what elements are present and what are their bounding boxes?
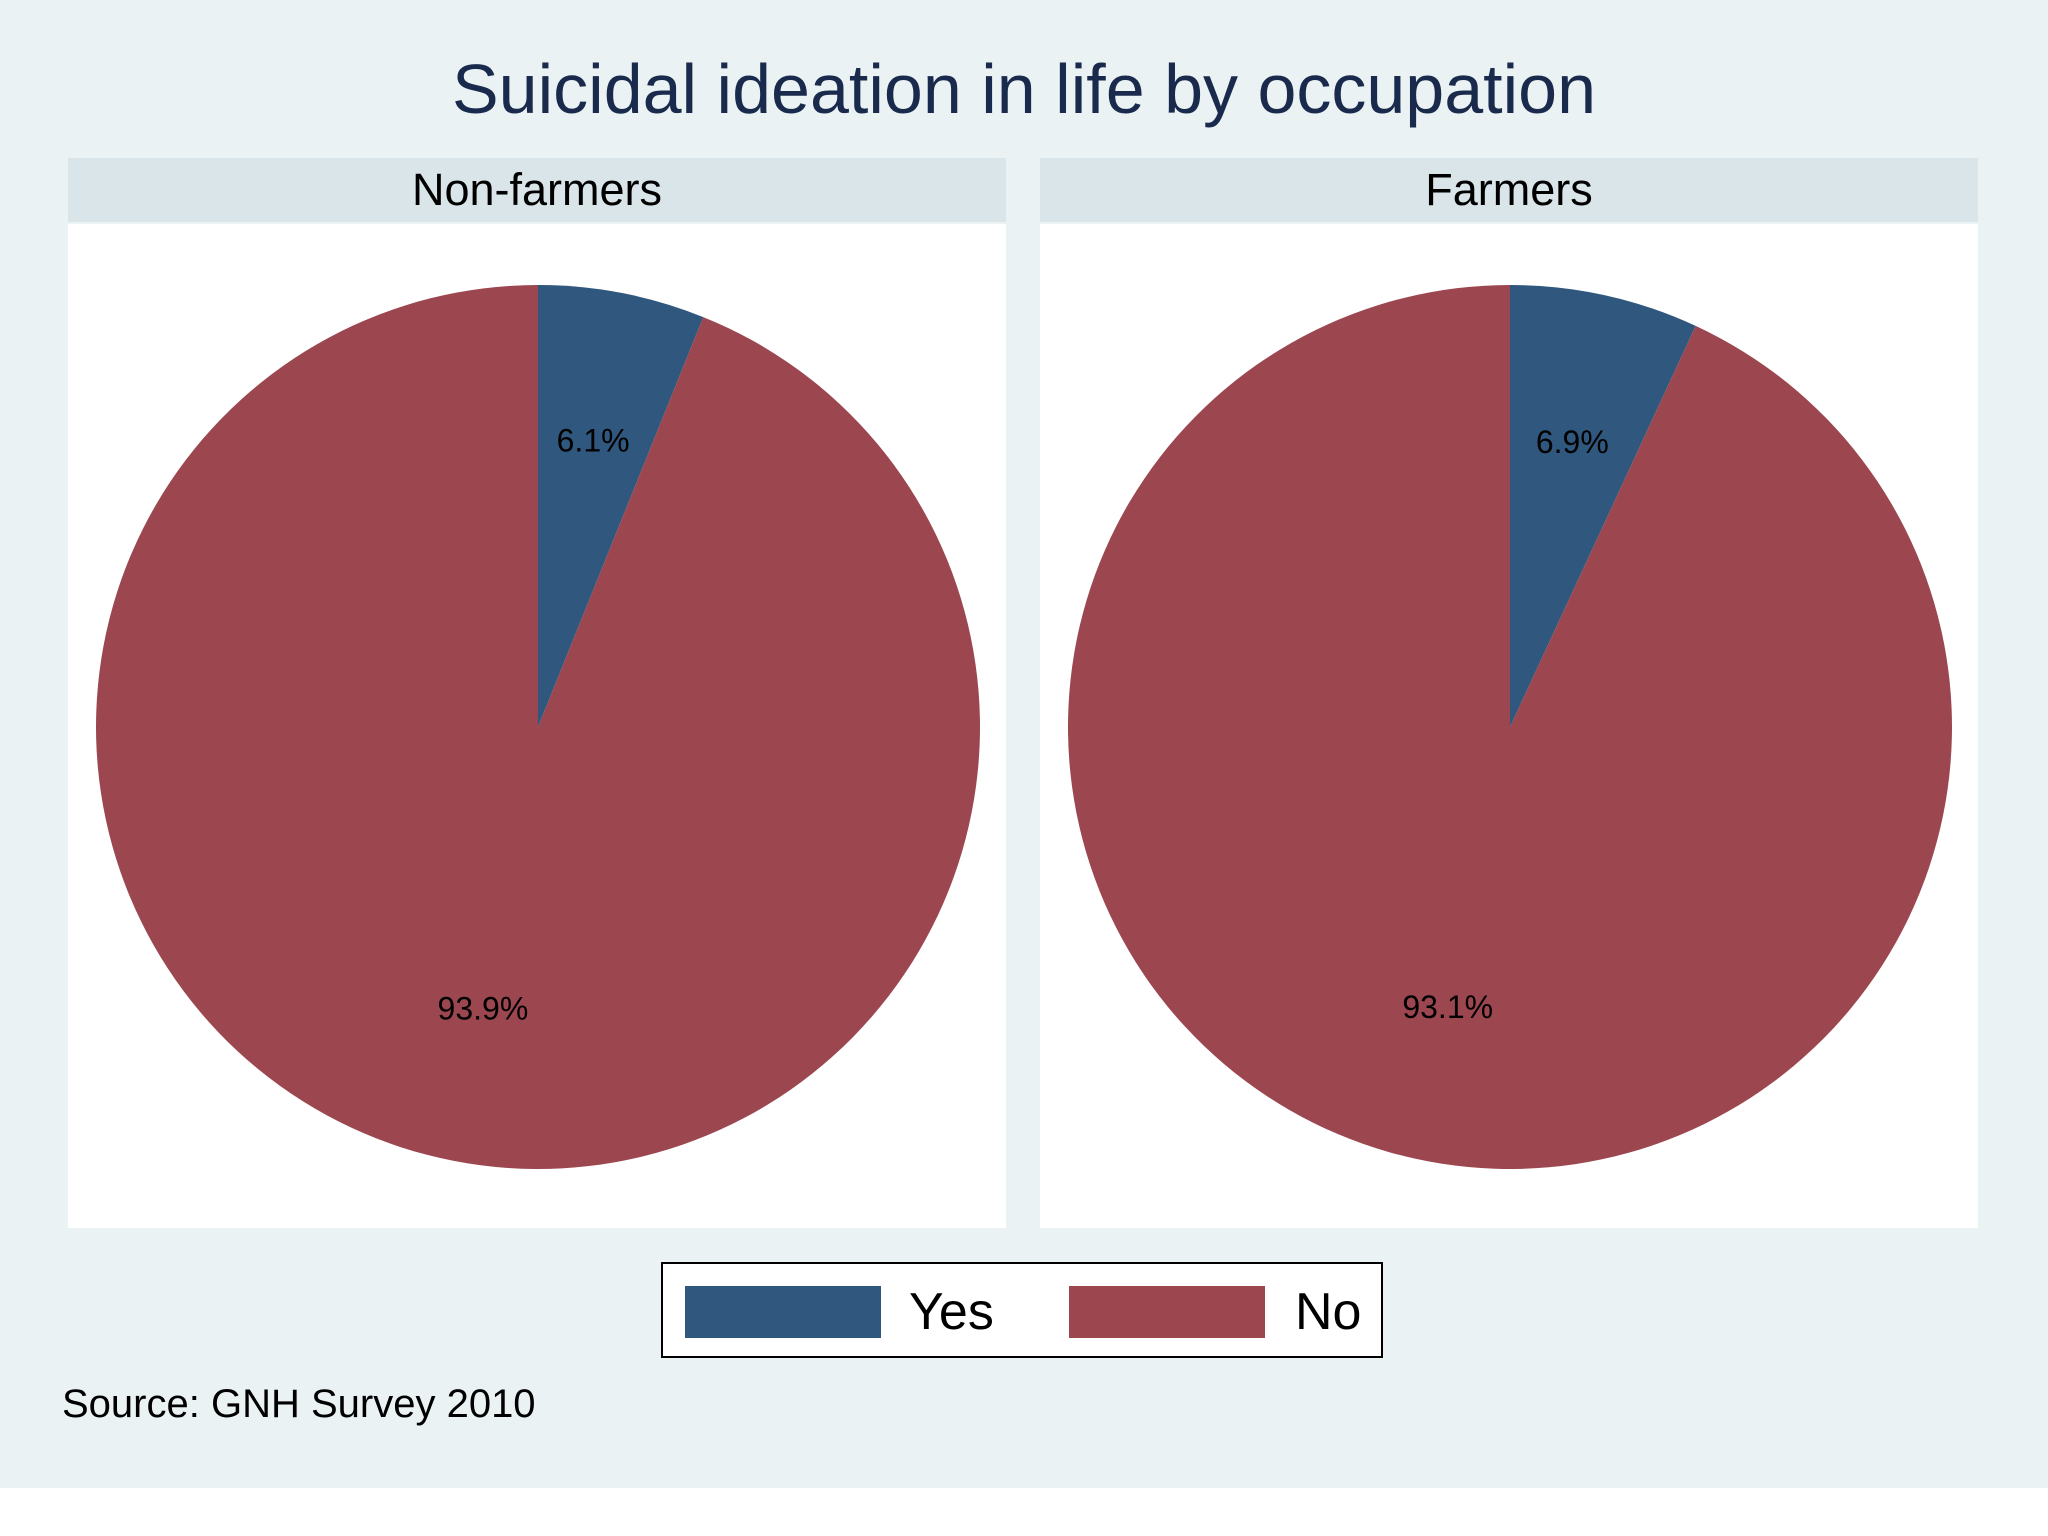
pie-label-no-farmers: 93.1% <box>1402 989 1493 1025</box>
pie-charts: 6.1% 93.9% 6.9% 93.1% <box>96 285 1953 1170</box>
panel-header-farmers: Farmers <box>1040 158 1978 222</box>
legend-label-no: No <box>1295 1283 1362 1341</box>
source-note: Source: GNH Survey 2010 <box>62 1382 536 1426</box>
pie-label-no-non-farmers: 93.9% <box>438 991 529 1027</box>
panel-header-non-farmers: Non-farmers <box>68 158 1006 222</box>
pie-label-yes-farmers: 6.9% <box>1536 424 1609 460</box>
pie-slice-no-farmers <box>1068 285 1953 1169</box>
legend-swatch-no <box>1069 1286 1265 1338</box>
pie-slice-no-non-farmers <box>96 285 981 1170</box>
pie-label-yes-non-farmers: 6.1% <box>557 422 630 458</box>
pie-slice-yes-non-farmers <box>538 285 704 727</box>
chart-figure: Suicidal ideation in life by occupation … <box>0 0 2048 1488</box>
legend-label-yes: Yes <box>909 1283 994 1341</box>
legend-swatch-yes <box>685 1286 881 1338</box>
chart-title: Suicidal ideation in life by occupation <box>451 50 1597 128</box>
pie-slice-yes-farmers <box>1510 285 1696 727</box>
legend: Yes No <box>661 1262 1383 1358</box>
